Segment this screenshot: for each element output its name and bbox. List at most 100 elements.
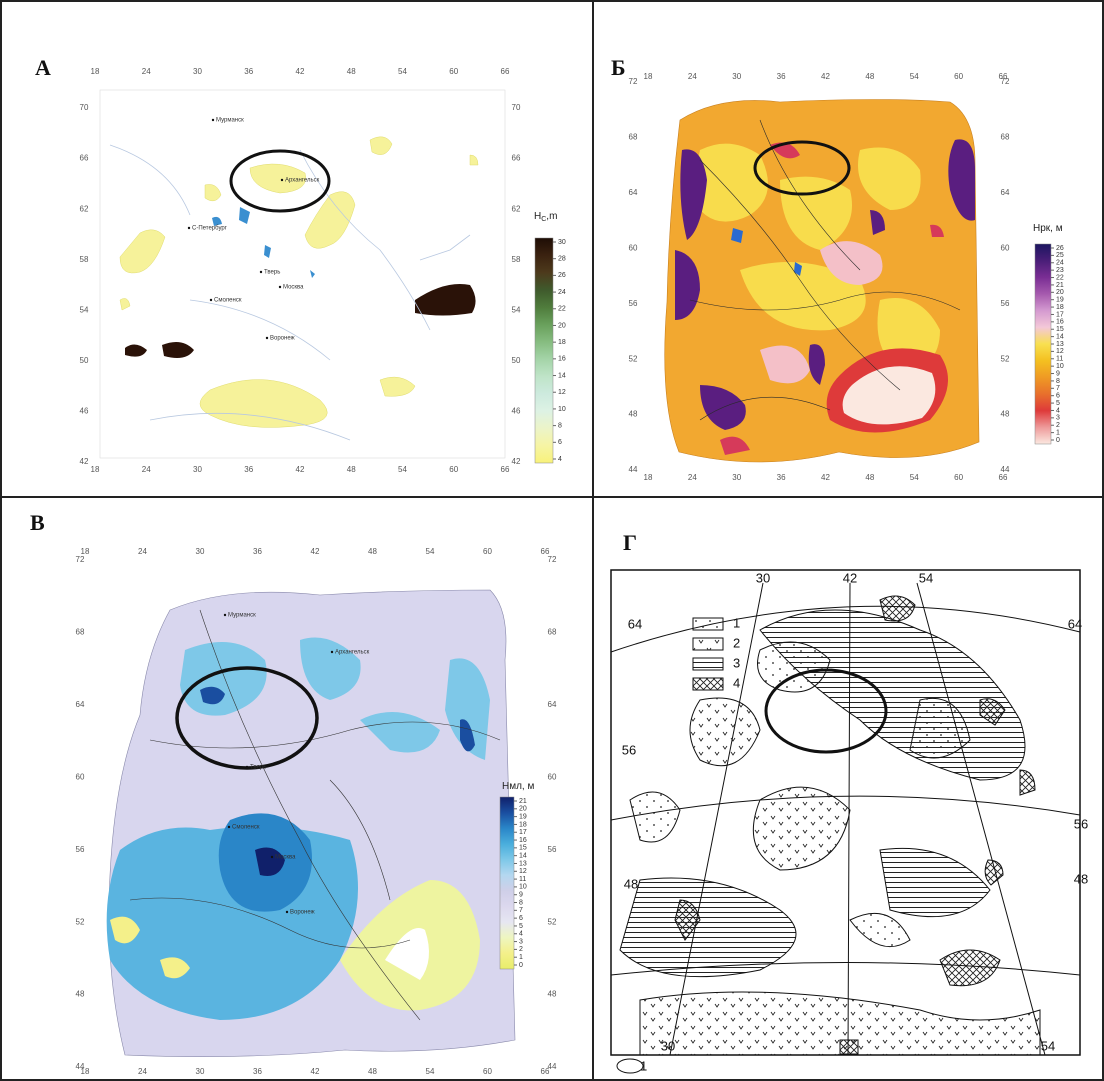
place-label: Мурманск xyxy=(228,613,256,619)
colorbar-label: 0 xyxy=(519,962,523,969)
right-tick-label: 70 xyxy=(512,103,521,112)
bottom-tick-label: 24 xyxy=(142,465,151,474)
right-tick-label: 46 xyxy=(512,407,521,416)
bottom-tick-label: 54 xyxy=(398,465,407,474)
right-tick-label: 52 xyxy=(548,917,557,926)
top-tick-label: 42 xyxy=(821,72,830,81)
colorbar-label: 2 xyxy=(519,946,523,953)
legend-label: 2 xyxy=(733,635,740,650)
right-tick-label: 72 xyxy=(548,555,557,564)
left-tick-label: 70 xyxy=(80,103,89,112)
colorbar-title-part: H xyxy=(534,211,541,222)
place-label: С-Петербург xyxy=(192,226,228,232)
colorbar-label: 20 xyxy=(558,322,566,329)
colorbar-label: 12 xyxy=(519,868,527,875)
top-tick-label: 18 xyxy=(91,67,100,76)
top-tick-label: 30 xyxy=(196,547,205,556)
colorbar-label: 6 xyxy=(519,915,523,922)
left-tick-label: 44 xyxy=(629,465,638,474)
colorbar-label: 24 xyxy=(558,289,566,296)
outline-legend-label: 1 xyxy=(640,1058,647,1073)
colorbar xyxy=(500,797,514,969)
left-tick-label: 52 xyxy=(629,354,638,363)
colorbar-label: 24 xyxy=(1056,260,1064,267)
top-tick-label: 60 xyxy=(954,72,963,81)
colorbar-label: 19 xyxy=(1056,297,1064,304)
bottom-tick-label: 54 xyxy=(426,1067,435,1076)
colorbar-label: 8 xyxy=(558,422,562,429)
colorbar-label: 28 xyxy=(558,256,566,263)
left-tick-label: 48 xyxy=(76,990,85,999)
place-marker xyxy=(279,286,281,288)
left-tick-label: 46 xyxy=(80,407,89,416)
panel-letter: Б xyxy=(611,55,626,80)
top-tick-label: 24 xyxy=(688,72,697,81)
left-tick-label: 58 xyxy=(80,255,89,264)
left-tick-label: 68 xyxy=(76,628,85,637)
left-tick-label: 68 xyxy=(629,133,638,142)
place-label: Тверь xyxy=(264,270,280,276)
right-tick-label: 60 xyxy=(1001,243,1010,252)
right-tick-label: 64 xyxy=(548,700,557,709)
place-label: Мурманск xyxy=(216,118,244,124)
bottom-tick-label: 54 xyxy=(910,473,919,482)
colorbar-label: 20 xyxy=(519,806,527,813)
left-tick-label: 64 xyxy=(629,188,638,197)
top-tick-label: 54 xyxy=(426,547,435,556)
colorbar-label: 1 xyxy=(1056,429,1060,436)
colorbar-label: 23 xyxy=(1056,267,1064,274)
bottom-tick-label: 60 xyxy=(449,465,458,474)
map-b xyxy=(665,100,979,463)
place-label: Смоленск xyxy=(232,825,260,831)
colorbar-label: 8 xyxy=(519,899,523,906)
top-tick-label: 60 xyxy=(449,67,458,76)
colorbar-label: 19 xyxy=(519,813,527,820)
graticule-label: 64 xyxy=(628,616,642,631)
bottom-tick-label: 42 xyxy=(821,473,830,482)
colorbar-title-part: Hмл, м xyxy=(502,781,534,792)
panel-letter: В xyxy=(30,510,45,535)
right-tick-label: 54 xyxy=(512,305,521,314)
panel-letter: А xyxy=(35,55,51,80)
bottom-tick-label: 66 xyxy=(999,473,1008,482)
left-tick-label: 62 xyxy=(80,204,89,213)
colorbar-label: 6 xyxy=(558,439,562,446)
top-tick-label: 48 xyxy=(368,547,377,556)
place-label: Воронеж xyxy=(270,336,295,342)
colorbar-label: 12 xyxy=(558,389,566,396)
place-marker xyxy=(210,299,212,301)
colorbar xyxy=(535,238,553,463)
left-tick-label: 60 xyxy=(76,772,85,781)
place-marker xyxy=(228,826,230,828)
colorbar-label: 4 xyxy=(519,931,523,938)
bottom-tick-label: 42 xyxy=(296,465,305,474)
left-tick-label: 50 xyxy=(80,356,89,365)
right-tick-label: 64 xyxy=(1001,188,1010,197)
top-tick-label: 54 xyxy=(910,72,919,81)
place-marker xyxy=(271,856,273,858)
colorbar-label: 13 xyxy=(519,860,527,867)
place-label: Архангельск xyxy=(335,650,370,656)
top-tick-label: 30 xyxy=(732,72,741,81)
colorbar-label: 2 xyxy=(1056,422,1060,429)
colorbar-label: 20 xyxy=(1056,289,1064,296)
bottom-tick-label: 36 xyxy=(777,473,786,482)
right-tick-label: 56 xyxy=(1001,299,1010,308)
graticule-label: 54 xyxy=(1041,1038,1055,1053)
legend-label: 1 xyxy=(733,615,740,630)
colorbar-label: 10 xyxy=(558,406,566,413)
bottom-tick-label: 48 xyxy=(347,465,356,474)
place-label: Тверь xyxy=(250,765,266,771)
place-label: Москва xyxy=(275,855,296,861)
top-tick-label: 42 xyxy=(311,547,320,556)
colorbar-label: 18 xyxy=(1056,304,1064,311)
colorbar-label: 15 xyxy=(519,845,527,852)
colorbar-title: Hрк, м xyxy=(1033,223,1063,234)
colorbar-label: 12 xyxy=(1056,348,1064,355)
colorbar-title-part: Hрк, м xyxy=(1033,223,1063,234)
colorbar-label: 5 xyxy=(519,923,523,930)
left-tick-label: 56 xyxy=(629,299,638,308)
colorbar-label: 7 xyxy=(519,907,523,914)
left-tick-label: 64 xyxy=(76,700,85,709)
colorbar-label: 22 xyxy=(558,306,566,313)
